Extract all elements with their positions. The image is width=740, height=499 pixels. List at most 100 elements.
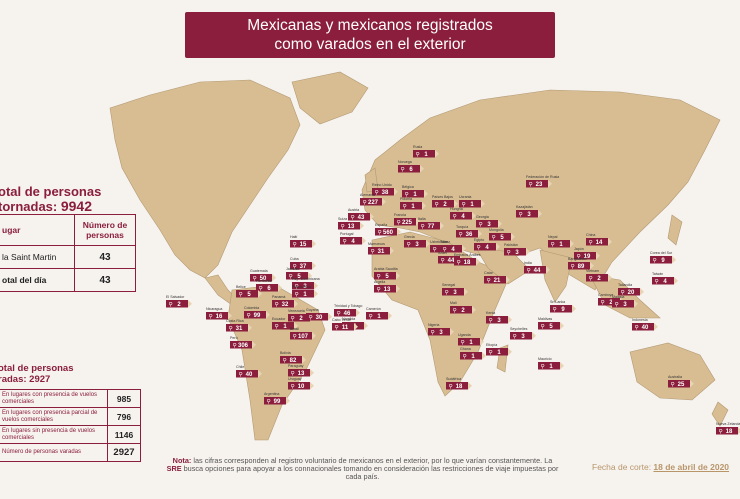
marker-box <box>244 311 266 319</box>
marker-arrow <box>388 312 392 320</box>
map-marker: Suiza⚲ 13 <box>338 217 364 230</box>
marker-value: 99 <box>274 399 281 405</box>
map-marker: Belice ⚲ 5 <box>236 285 262 298</box>
map-marker: Japón ⚲ 19 <box>574 247 600 260</box>
marker-place-label: Rep. Dominicana <box>292 277 320 281</box>
marker-arrow <box>308 272 312 280</box>
marker-value: 3 <box>497 318 501 324</box>
marker-value: 2 <box>443 202 447 208</box>
marker-box <box>402 190 424 198</box>
marker-place-label: Catar <box>484 271 494 275</box>
marker-value: 2 <box>299 316 303 322</box>
marker-place-label: Nigeria <box>428 323 439 327</box>
cutoff-date: Fecha de corte: 18 de abril de 2020 <box>592 462 729 472</box>
marker-box <box>394 218 416 226</box>
people-icon: ⚲ <box>459 232 463 238</box>
marker-value: 37 <box>300 264 307 270</box>
marker-value: 107 <box>298 334 309 340</box>
marker-place-label: Bolivia <box>280 351 291 355</box>
marker-value: 1 <box>413 192 417 198</box>
people-icon: ⚲ <box>553 307 557 313</box>
marker-arrow <box>511 233 515 241</box>
map-marker: Guatemala ⚲ 50 <box>250 269 276 282</box>
map-marker: Argentina ⚲ 99 <box>264 392 290 405</box>
marker-value: 43 <box>358 215 365 221</box>
marker-place-label: Chile <box>236 365 244 369</box>
marker-place-label: Trinidad y Tobago <box>334 304 362 308</box>
people-icon: ⚲ <box>635 325 639 331</box>
marker-place-label: Israel <box>438 251 447 255</box>
marker-box <box>618 288 640 296</box>
marker-arrow <box>354 323 358 331</box>
map-marker: Túnez ⚲ 4 <box>440 240 466 253</box>
marker-arrow <box>478 230 482 238</box>
marker-box <box>290 332 312 340</box>
marker-arrow <box>294 322 298 330</box>
marker-arrow <box>302 356 306 364</box>
marker-arrow <box>328 313 332 321</box>
marker-value: 1 <box>471 354 475 360</box>
marker-box <box>516 210 538 218</box>
map-marker: Maldivas ⚲ 5 <box>538 317 564 330</box>
marker-place-label: Perú <box>230 336 238 340</box>
marker-place-label: Rusia <box>413 145 422 149</box>
marker-place-label: Seychelles <box>510 327 528 331</box>
people-icon: ⚲ <box>571 264 575 270</box>
marker-arrow <box>548 180 552 188</box>
marker-box <box>716 427 738 435</box>
marker-box <box>256 284 278 292</box>
marker-arrow <box>450 328 454 336</box>
marker-box <box>272 322 294 330</box>
marker-box <box>538 362 560 370</box>
marker-place-label: Países Bajos <box>432 195 453 199</box>
map-marker: Guyana ⚲ 30 <box>306 308 332 321</box>
marker-box <box>548 240 570 248</box>
marker-place-label: Jamaica <box>286 267 299 271</box>
map-marker: Nueva Zelanda ⚲ 18 <box>716 422 740 435</box>
marker-value: 6 <box>409 167 413 173</box>
marker-box <box>504 248 526 256</box>
marker-box <box>486 316 508 324</box>
map-marker: Georgia ⚲ 3 <box>476 215 502 228</box>
map-marker: Noruega ⚲ 6 <box>398 160 424 173</box>
marker-place-label: Uganda <box>458 333 471 337</box>
marker-value: 1 <box>411 204 415 210</box>
map-marker: Perú ⚲ 306 <box>230 336 256 349</box>
greenland-landmass <box>291 71 369 125</box>
marker-box <box>375 228 397 236</box>
marker-arrow <box>252 341 256 349</box>
people-icon: ⚲ <box>403 204 407 210</box>
marker-value: 5 <box>385 274 389 280</box>
map-marker: Colombia ⚲ 99 <box>244 306 270 319</box>
marker-value: 4 <box>451 247 455 253</box>
marker-box <box>568 262 590 270</box>
total-value: 43 <box>74 268 136 292</box>
returned-table: ugar Número de personas la Saint Martin … <box>0 214 136 292</box>
marker-place-label: Francia <box>394 213 406 217</box>
table-total-row: otal del día 43 <box>0 268 136 292</box>
marker-box <box>366 312 388 320</box>
marker-place-label: Venezuela <box>288 309 305 313</box>
marker-box <box>538 322 560 330</box>
marker-box <box>652 277 674 285</box>
marker-arrow <box>498 220 502 228</box>
marker-place-label: Nueva Zelanda <box>716 422 740 426</box>
marker-value: 1 <box>497 350 501 356</box>
people-icon: ⚲ <box>479 222 483 228</box>
marker-arrow <box>506 276 510 284</box>
marker-arrow <box>590 262 594 270</box>
table-total-row: Número de personas varadas 2927 <box>0 443 141 462</box>
people-icon: ⚲ <box>293 242 297 248</box>
marker-place-label: El Salvador <box>166 295 185 299</box>
marker-place-label: Corea del Sur <box>650 251 673 255</box>
map-marker: Francia ⚲ 225 <box>394 213 420 226</box>
marker-arrow <box>422 202 426 210</box>
marker-arrow <box>608 238 612 246</box>
map-marker: Bolivia ⚲ 82 <box>280 351 306 364</box>
marker-value: 44 <box>448 258 455 264</box>
people-icon: ⚲ <box>309 315 313 321</box>
marker-place-label: Grecia <box>404 235 415 239</box>
marker-arrow <box>310 369 314 377</box>
people-icon: ⚲ <box>519 212 523 218</box>
row-value: 1146 <box>107 425 141 444</box>
